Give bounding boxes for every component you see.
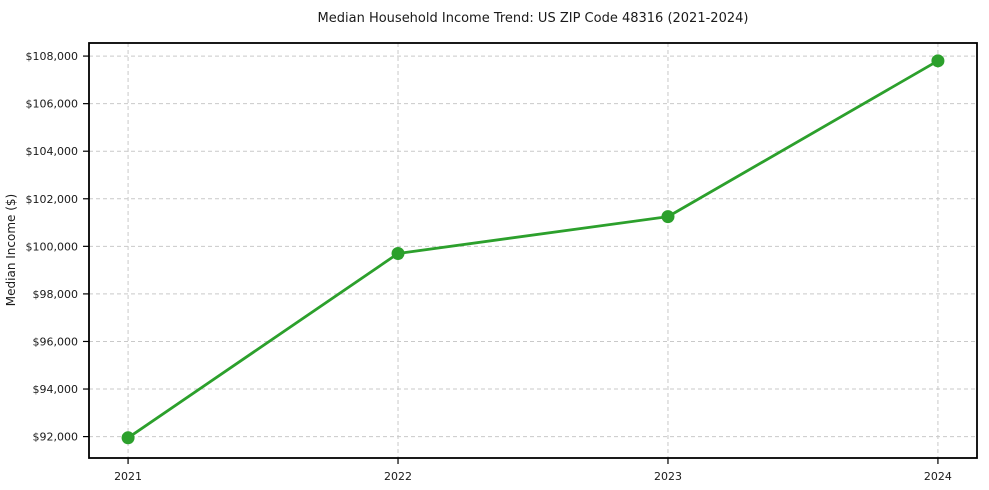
y-tick-label: $102,000: [26, 193, 79, 206]
y-tick-label: $108,000: [26, 50, 79, 63]
y-tick-label: $94,000: [33, 383, 79, 396]
y-tick-label: $92,000: [33, 431, 79, 444]
x-tick-label: 2023: [654, 470, 682, 483]
y-tick-label: $96,000: [33, 335, 79, 348]
trend-line: [126, 59, 940, 440]
chart-title: Median Household Income Trend: US ZIP Co…: [318, 11, 749, 26]
y-tick-label: $104,000: [26, 145, 79, 158]
data-point: [391, 246, 405, 260]
data-point: [931, 54, 945, 68]
data-point: [661, 210, 675, 224]
y-tick-label: $100,000: [26, 240, 79, 253]
grid-layer: [89, 43, 977, 458]
x-tick-label: 2024: [924, 470, 952, 483]
y-tick-label: $106,000: [26, 98, 79, 111]
plot-border: [88, 42, 978, 459]
y-axis-label: Median Income ($): [4, 194, 18, 306]
data-point: [121, 431, 135, 445]
axis-layer: $92,000 $94,000 $96,000 $98,000 $100,000 $102…: [26, 42, 978, 483]
x-tick-label: 2021: [114, 470, 142, 483]
data-layer: [121, 54, 945, 445]
x-tick-label: 2022: [384, 470, 412, 483]
y-tick-label: $98,000: [33, 288, 79, 301]
